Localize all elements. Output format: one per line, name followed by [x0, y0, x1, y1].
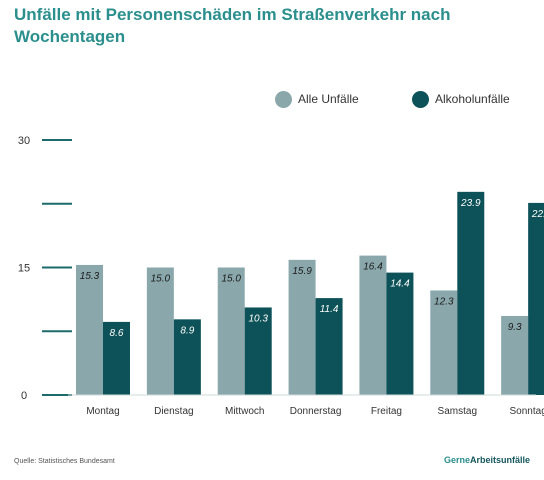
data-label-alkoholunfaelle-4: 14.4 — [390, 279, 410, 290]
legend-item-alle-unfaelle: Alle Unfälle — [275, 88, 359, 110]
data-label-alle-unfaelle-2: 15.0 — [221, 274, 241, 285]
x-tick-label-5: Samstag — [438, 406, 477, 417]
x-tick-label-4: Freitag — [371, 406, 402, 417]
data-label-alle-unfaelle-3: 15.9 — [292, 266, 312, 277]
bar-alkoholunfaelle-5 — [457, 191, 485, 395]
legend-label-alle-unfaelle: Alle Unfälle — [298, 92, 359, 106]
x-tick-label-3: Donnerstag — [290, 406, 342, 417]
bar-alle-unfaelle-5 — [430, 290, 458, 395]
x-tick-label-2: Mittwoch — [225, 406, 264, 417]
brand-part-2: Arbeitsunfälle — [469, 455, 530, 465]
data-label-alkoholunfaelle-0: 8.6 — [110, 328, 124, 339]
legend-swatch-alle-unfaelle — [275, 90, 292, 108]
brand-logo: GerneArbeitsunfälle — [444, 455, 530, 465]
bar-alle-unfaelle-0 — [76, 264, 103, 395]
data-label-alkoholunfaelle-2: 10.3 — [248, 313, 268, 324]
source-note: Quelle: Statistisches Bundesamt — [14, 458, 115, 465]
bar-alle-unfaelle-3 — [288, 259, 316, 395]
data-label-alle-unfaelle-0: 15.3 — [80, 271, 100, 282]
data-label-alle-unfaelle-4: 16.4 — [363, 262, 383, 273]
chart-title: Unfälle mit Personenschäden im Straßenve… — [14, 5, 451, 46]
legend-swatch-alkoholunfaelle — [412, 90, 429, 108]
bar-alkoholunfaelle-0 — [103, 321, 130, 395]
x-tick-label-6: Sonntag — [510, 406, 544, 417]
bar-alkoholunfaelle-1 — [173, 319, 201, 395]
bar-alle-unfaelle-1 — [146, 267, 174, 395]
bar-alkoholunfaelle-3 — [315, 298, 343, 395]
data-label-alkoholunfaelle-3: 11.4 — [320, 304, 339, 315]
data-label-alkoholunfaelle-1: 8.9 — [180, 325, 194, 336]
bar-alkoholunfaelle-6 — [528, 202, 544, 395]
data-label-alle-unfaelle-5: 12.3 — [434, 296, 454, 307]
data-label-alle-unfaelle-6: 9.3 — [508, 322, 522, 333]
legend-item-alkoholunfaelle: Alkoholunfälle — [412, 88, 510, 110]
brand-part-1: Gerne — [443, 455, 470, 465]
y-tick-label-0: 0 — [21, 390, 27, 402]
legend-label-alkoholunfaelle: Alkoholunfälle — [435, 92, 510, 106]
data-label-alkoholunfaelle-6: 22.6 — [531, 209, 544, 220]
y-tick-label-1: 15 — [18, 263, 30, 275]
bar-alle-unfaelle-4 — [359, 255, 387, 395]
data-label-alle-unfaelle-1: 15.0 — [151, 274, 171, 285]
data-label-alkoholunfaelle-5: 23.9 — [460, 198, 481, 209]
x-tick-label-1: Dienstag — [154, 406, 193, 417]
bar-alkoholunfaelle-4 — [386, 272, 414, 395]
y-tick-label-2: 30 — [18, 135, 30, 147]
bar-alle-unfaelle-6 — [501, 315, 529, 395]
x-tick-label-0: Montag — [86, 406, 119, 417]
bar-alkoholunfaelle-2 — [244, 307, 272, 395]
bar-alle-unfaelle-2 — [217, 267, 245, 395]
